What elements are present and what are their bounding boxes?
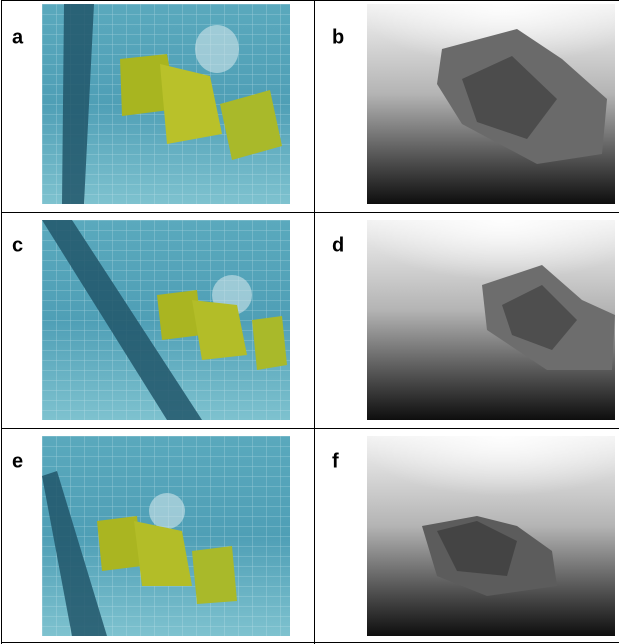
photo [42, 4, 290, 204]
panel-label: f [332, 450, 339, 472]
depth-map [367, 220, 615, 420]
figure: a b c d e f [0, 0, 619, 644]
panel-label: b [332, 26, 344, 48]
panel-label: d [332, 234, 344, 256]
photo [42, 220, 290, 420]
depth-map [367, 4, 615, 204]
photo [42, 436, 290, 636]
panel-label: a [12, 26, 24, 48]
panel-label: c [12, 234, 23, 256]
panel-label: e [12, 450, 23, 472]
depth-map [367, 436, 615, 636]
